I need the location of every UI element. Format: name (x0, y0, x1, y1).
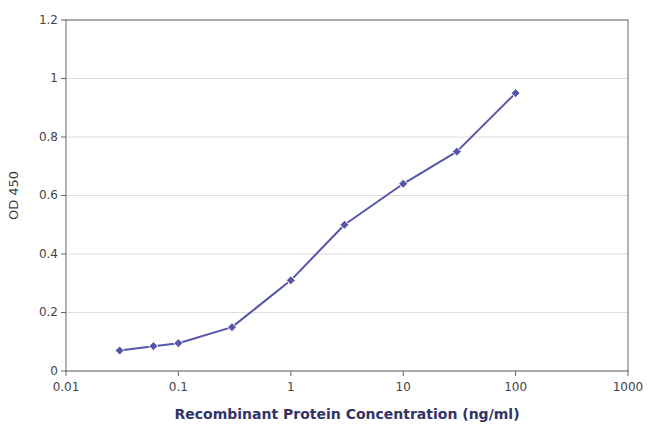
grid (66, 20, 628, 371)
y-tick-label: 0.4 (39, 247, 58, 261)
marker (174, 339, 183, 348)
x-tick (178, 371, 179, 376)
marker (228, 323, 237, 332)
x-tick-label: 100 (504, 380, 527, 394)
x-tick (403, 371, 404, 376)
marker (452, 147, 461, 156)
x-tick-label: 10 (396, 380, 411, 394)
marker (340, 220, 349, 229)
plot-frame (66, 20, 628, 371)
series (115, 89, 520, 355)
y-tick-label: 0.6 (39, 188, 58, 202)
x-tick (66, 371, 67, 376)
y-tick-label: 1 (50, 71, 58, 85)
y-axis-label: OD 450 (6, 171, 21, 220)
grid-line (66, 78, 628, 79)
marker (149, 342, 158, 351)
x-tick-label: 0.01 (53, 380, 80, 394)
axes: 0 0.2 0.4 0.6 0.8 1 1.2 0.01 0.1 1 10 100 1000 (39, 13, 643, 395)
y-tick (61, 254, 66, 255)
y-tick-label: 0 (50, 364, 58, 378)
y-tick (61, 195, 66, 196)
grid-line (66, 137, 628, 138)
grid-line (66, 254, 628, 255)
line (120, 93, 516, 350)
marker (286, 276, 295, 285)
x-tick-label: 0.1 (169, 380, 188, 394)
x-tick-label: 1 (287, 380, 295, 394)
chart-container: 0 0.2 0.4 0.6 0.8 1 1.2 0.01 0.1 1 10 100 1000 Recomb… (0, 0, 650, 433)
x-tick (628, 371, 629, 376)
y-tick (61, 137, 66, 138)
marker (399, 179, 408, 188)
marker (511, 89, 520, 98)
y-tick-label: 0.8 (39, 130, 58, 144)
chart: 0 0.2 0.4 0.6 0.8 1 1.2 0.01 0.1 1 10 100 1000 Recomb… (0, 0, 650, 433)
x-tick (290, 371, 291, 376)
x-tick (515, 371, 516, 376)
marker (115, 346, 124, 355)
y-tick-label: 1.2 (39, 13, 58, 27)
y-tick (61, 78, 66, 79)
grid-line (66, 312, 628, 313)
x-axis-label: Recombinant Protein Concentration (ng/ml… (174, 406, 519, 422)
y-tick (61, 312, 66, 313)
grid-line (66, 195, 628, 196)
y-tick (61, 20, 66, 21)
plot-background (66, 20, 628, 371)
y-tick (61, 371, 66, 372)
x-tick-label: 1000 (613, 380, 644, 394)
y-tick-label: 0.2 (39, 305, 58, 319)
